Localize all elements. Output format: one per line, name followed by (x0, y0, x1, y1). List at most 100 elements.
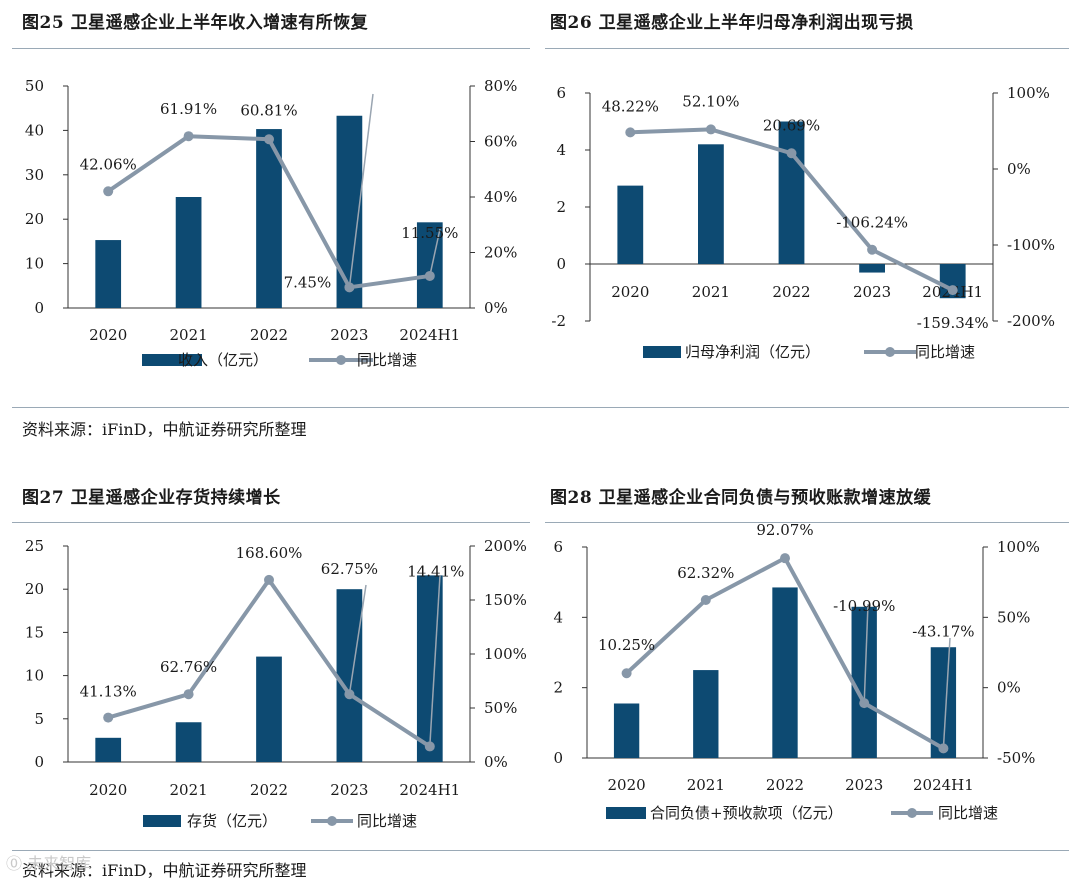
growth-rate-point-2020 (625, 127, 636, 138)
legend-bar-swatch (643, 346, 681, 358)
growth-rate-data-label: 62.76% (160, 658, 217, 676)
legend-bar-label: 合同负债+预收款项（亿元） (650, 804, 843, 822)
left-tick-label: 4 (553, 608, 563, 626)
x-tick-label: 2023 (853, 283, 891, 301)
left-tick-label: 0 (553, 749, 563, 767)
growth-rate-point-2024H1 (424, 270, 435, 281)
growth-rate-point-2022 (264, 134, 274, 145)
growth-rate-data-label: 62.32% (677, 564, 734, 582)
growth-rate-point-2023 (344, 689, 355, 700)
data-label-leader (348, 584, 367, 695)
growth-rate-point-2024H1 (938, 743, 949, 754)
left-tick-label: 0 (34, 753, 44, 771)
legend-bar-swatch (143, 815, 181, 827)
legend-line-label: 同比增速 (357, 812, 417, 830)
growth-rate-data-label: 11.55% (401, 224, 458, 242)
x-tick-label: 2021 (687, 776, 725, 794)
x-tick-label: 2023 (330, 781, 368, 799)
data-label-leader (429, 228, 441, 277)
growth-rate-data-label: 7.45% (284, 273, 332, 291)
bar-2020 (613, 703, 640, 758)
growth-rate-data-label: -106.24% (836, 214, 908, 232)
right-tick-label: 150% (484, 591, 527, 609)
left-tick-label: 6 (553, 538, 563, 556)
x-tick-label: 2023 (330, 326, 368, 344)
growth-rate-data-label: 168.60% (236, 544, 303, 562)
bar-2021 (175, 722, 202, 762)
x-tick-label: 2021 (170, 781, 208, 799)
growth-rate-point-2024H1 (424, 741, 435, 752)
left-tick-label: 6 (556, 84, 566, 102)
right-tick-label: 0% (484, 299, 508, 317)
growth-rate-data-label: 92.07% (756, 521, 813, 539)
legend-line-label: 同比增速 (938, 804, 998, 822)
left-tick-label: 0 (34, 299, 44, 317)
legend-bar-label: 存货（亿元） (187, 812, 277, 830)
bar-2023 (859, 264, 885, 273)
bar-2023 (851, 606, 877, 758)
right-tick-label: 100% (484, 645, 527, 663)
right-tick-label: -50% (997, 749, 1035, 767)
figure-26-title: 图26 卫星遥感企业上半年归母净利润出现亏损 (550, 13, 914, 33)
figure-27-title: 图27 卫星遥感企业存货持续增长 (22, 488, 281, 508)
x-tick-label: 2021 (170, 326, 208, 344)
bar-2021 (175, 197, 202, 308)
figure-25-title: 图25 卫星遥感企业上半年收入增速有所恢复 (22, 13, 369, 33)
growth-rate-point-2023 (859, 698, 870, 709)
figure-28-title-rule (545, 522, 1069, 523)
bar-2020 (617, 185, 644, 264)
source-rule-top (12, 407, 1069, 408)
growth-rate-point-2023 (867, 244, 878, 255)
growth-rate-data-label: 10.25% (598, 636, 655, 654)
growth-rate-point-2024H1 (947, 285, 958, 296)
legend-line-marker (327, 816, 337, 826)
x-tick-label: 2020 (608, 776, 646, 794)
x-tick-label: 2022 (250, 781, 288, 799)
figure-27-title-rule (12, 522, 530, 523)
legend-line-marker (336, 355, 346, 365)
left-tick-label: 4 (556, 141, 566, 159)
left-tick-label: 20 (25, 580, 44, 598)
figure-25-title-rule (12, 48, 530, 49)
growth-rate-data-label: -43.17% (912, 622, 974, 640)
growth-rate-data-label: 14.41% (407, 562, 464, 580)
growth-rate-point-2022 (264, 574, 274, 585)
x-tick-label: 2020 (611, 283, 649, 301)
x-tick-label: 2022 (772, 283, 810, 301)
legend-bar-label: 归母净利润（亿元） (685, 343, 820, 361)
x-tick-label: 2020 (89, 326, 127, 344)
watermark-text: ⓪ 未来智库 (6, 854, 92, 873)
left-tick-label: 2 (556, 198, 566, 216)
growth-rate-point-2020 (103, 712, 114, 723)
left-tick-label: 5 (34, 710, 44, 728)
right-tick-label: -200% (1007, 312, 1055, 330)
left-tick-label: 50 (25, 77, 44, 95)
growth-rate-data-label: 62.75% (321, 560, 378, 578)
x-tick-label: 2023 (845, 776, 883, 794)
right-tick-label: 80% (484, 77, 517, 95)
bar-2022 (772, 587, 798, 758)
left-tick-label: 15 (25, 623, 44, 641)
x-tick-label: 2020 (89, 781, 127, 799)
source-note-top: 资料来源：iFinD，中航证券研究所整理 (22, 420, 307, 439)
bar-2020 (95, 240, 122, 308)
source-rule-bottom (12, 850, 1069, 851)
legend-line-marker (885, 347, 895, 357)
legend-line-label: 同比增速 (915, 343, 975, 361)
growth-rate-data-label: -10.99% (833, 597, 895, 615)
growth-rate-point-2021 (183, 689, 194, 700)
growth-rate-data-label: 42.06% (80, 155, 137, 173)
bar-2021 (693, 670, 719, 758)
growth-rate-data-label: 60.81% (240, 101, 297, 119)
left-tick-label: 30 (25, 166, 44, 184)
growth-rate-data-label: 20.69% (763, 116, 820, 134)
right-tick-label: -100% (1007, 236, 1055, 254)
figure-26-title-rule (545, 48, 1069, 49)
growth-rate-data-label: 61.91% (160, 100, 217, 118)
data-label-leader (348, 93, 374, 288)
bar-2020 (95, 737, 122, 762)
right-tick-label: 50% (484, 699, 517, 717)
left-tick-label: 2 (553, 679, 563, 697)
x-tick-label: 2024H1 (913, 776, 974, 794)
